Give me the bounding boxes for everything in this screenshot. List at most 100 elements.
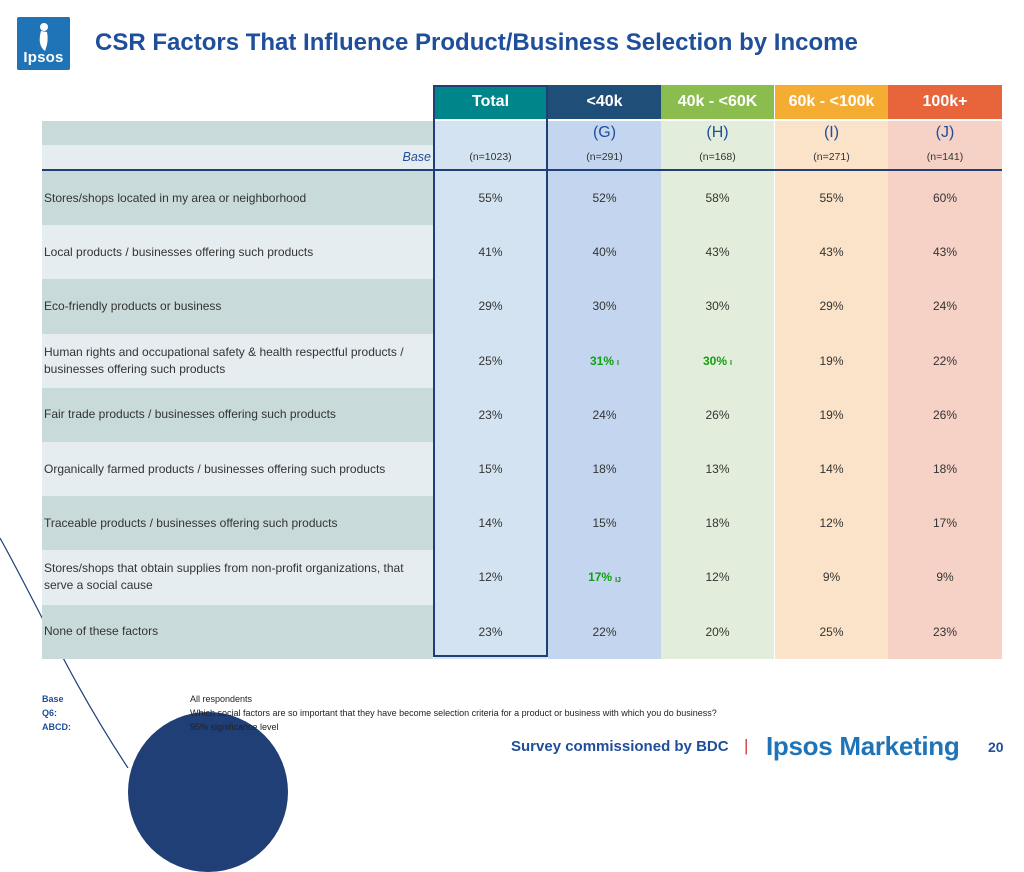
- value-cell-h: 20%: [661, 604, 774, 659]
- row-label: Fair trade products / businesses offerin…: [42, 387, 433, 442]
- value-cell-j: 60%: [888, 171, 1002, 226]
- value-cell-i: 19%: [775, 333, 888, 388]
- base-n-g: (n=291): [548, 145, 661, 169]
- significance-marker: I: [730, 360, 732, 368]
- cell-value: 18%: [932, 462, 958, 477]
- footer-separator: |: [744, 736, 749, 755]
- value-cell-total: 41%: [434, 225, 547, 280]
- row-label: None of these factors: [42, 604, 433, 659]
- value-cell-g: 15%: [548, 496, 661, 551]
- value-cell-h: 26%: [661, 387, 774, 442]
- cell-value: 60%: [932, 191, 958, 206]
- value-cell-h: 43%: [661, 225, 774, 280]
- value-cell-g: 22%: [548, 604, 661, 659]
- value-cell-i: 55%: [775, 171, 888, 226]
- base-n-h: (n=168): [661, 145, 774, 169]
- cell-value: 23%: [932, 624, 958, 639]
- value-cell-i: 43%: [775, 225, 888, 280]
- note-base-value: All respondents: [190, 694, 253, 704]
- cell-value: 15%: [478, 462, 503, 477]
- note-significance-value: 95% significance level: [190, 722, 279, 732]
- table-row: Stores/shops located in my area or neigh…: [42, 171, 1002, 226]
- cell-value: 55%: [478, 191, 503, 206]
- note-base-key: Base: [42, 694, 64, 704]
- value-cell-g: 18%: [548, 442, 661, 497]
- value-cell-g: 31% I: [548, 333, 661, 388]
- cell-value: 30%: [705, 299, 730, 314]
- column-header-total: Total: [434, 85, 547, 119]
- column-letters-row: (G) (H) (I) (J): [42, 121, 1002, 145]
- cell-value: 24%: [592, 407, 617, 422]
- column-header-total-label: Total: [471, 93, 510, 110]
- cell-value: 43%: [932, 245, 958, 260]
- value-cell-g: 52%: [548, 171, 661, 226]
- cell-value: 55%: [819, 191, 844, 206]
- cell-value: 22%: [932, 353, 958, 368]
- cell-value: 15%: [592, 516, 617, 531]
- value-cell-total: 14%: [434, 496, 547, 551]
- table-row: Eco-friendly products or business 29% 30% 3…: [42, 279, 1002, 334]
- table-row: Stores/shops that obtain supplies from n…: [42, 550, 1002, 605]
- note-question-key: Q6:: [42, 708, 58, 718]
- note-significance-key: ABCD:: [42, 722, 71, 732]
- table-row: Local products / businesses offering suc…: [42, 225, 1002, 280]
- cell-value: 25%: [819, 624, 844, 639]
- value-cell-total: 23%: [434, 604, 547, 659]
- table-row: Fair trade products / businesses offerin…: [42, 387, 1002, 442]
- base-n-i: (n=271): [775, 145, 888, 169]
- cell-value: 43%: [819, 245, 844, 260]
- results-table: Total <40k 40k - <60K 60k - <100k 100k+ …: [42, 85, 1002, 659]
- row-label: Local products / businesses offering suc…: [42, 225, 433, 280]
- value-cell-j: 23%: [888, 604, 1002, 659]
- column-header-i-label: 60k - <100k: [788, 93, 875, 110]
- cell-value: 14%: [819, 462, 844, 477]
- cell-value: 40%: [592, 245, 617, 260]
- row-label: Traceable products / businesses offering…: [42, 496, 433, 551]
- value-cell-h: 30%: [661, 279, 774, 334]
- row-label: Stores/shops that obtain supplies from n…: [42, 550, 433, 605]
- value-cell-i: 12%: [775, 496, 888, 551]
- cell-value: 41%: [478, 245, 503, 260]
- value-cell-i: 14%: [775, 442, 888, 497]
- survey-credit: Survey commissioned by BDC: [511, 738, 729, 755]
- cell-value: 23%: [478, 624, 503, 639]
- column-header-j: 100k+: [888, 85, 1002, 119]
- letters-label-cell: [42, 121, 433, 145]
- cell-value: 30%: [703, 353, 728, 368]
- value-cell-j: 18%: [888, 442, 1002, 497]
- cell-value: 58%: [705, 191, 730, 206]
- column-header-h: 40k - <60K: [661, 85, 774, 119]
- base-row: Base (n=1023) (n=291) (n=168) (n=271) (n…: [42, 145, 1002, 169]
- cell-value: 29%: [478, 299, 503, 314]
- value-cell-j: 9%: [888, 550, 1002, 605]
- value-cell-j: 26%: [888, 387, 1002, 442]
- cell-value: 52%: [592, 191, 617, 206]
- value-cell-h: 58%: [661, 171, 774, 226]
- cell-value: 17%: [932, 516, 958, 531]
- cell-value: 29%: [819, 299, 844, 314]
- significance-marker: IJ: [615, 576, 621, 584]
- cell-value: 20%: [705, 624, 730, 639]
- page-title: CSR Factors That Influence Product/Busin…: [95, 29, 858, 56]
- column-header-g: <40k: [548, 85, 661, 119]
- cell-value: 13%: [705, 462, 730, 477]
- table-row: Traceable products / businesses offering…: [42, 496, 1002, 551]
- cell-value: 31%: [590, 353, 615, 368]
- column-header-j-label: 100k+: [922, 93, 968, 110]
- cell-value: 26%: [932, 407, 958, 422]
- logo-text: Ipsos: [23, 49, 64, 66]
- header-divider: [42, 169, 1002, 171]
- value-cell-h: 30% I: [661, 333, 774, 388]
- value-cell-g: 30%: [548, 279, 661, 334]
- table-row: Human rights and occupational safety & h…: [42, 333, 1002, 388]
- row-label: Human rights and occupational safety & h…: [42, 333, 433, 388]
- cell-value: 18%: [705, 516, 730, 531]
- letter-total: [434, 121, 547, 145]
- column-header-h-label: 40k - <60K: [677, 93, 758, 110]
- value-cell-total: 12%: [434, 550, 547, 605]
- cell-value: 25%: [478, 353, 503, 368]
- value-cell-h: 18%: [661, 496, 774, 551]
- cell-value: 12%: [705, 570, 730, 585]
- value-cell-total: 15%: [434, 442, 547, 497]
- cell-value: 26%: [705, 407, 730, 422]
